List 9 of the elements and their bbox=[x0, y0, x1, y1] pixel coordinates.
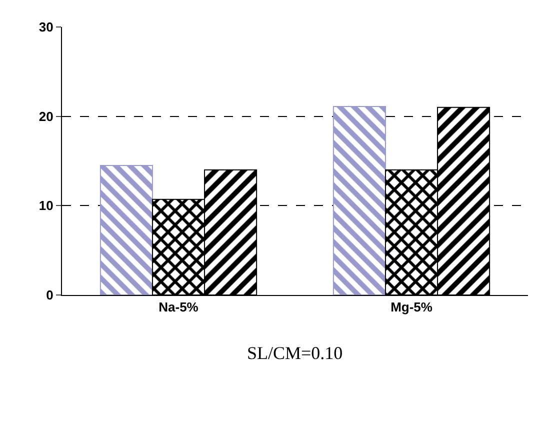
y-tick-label: 10 bbox=[38, 198, 54, 214]
y-tick-label: 20 bbox=[38, 108, 54, 124]
x-axis-title: SL/CM=0.10 bbox=[247, 343, 343, 363]
x-tick-label: Mg-5% bbox=[390, 300, 433, 315]
bar bbox=[332, 106, 386, 295]
x-tick-label: Na-5% bbox=[158, 300, 199, 315]
y-tick-label: 0 bbox=[46, 288, 54, 303]
y-tick-label: 30 bbox=[38, 20, 54, 35]
bar bbox=[100, 164, 153, 295]
